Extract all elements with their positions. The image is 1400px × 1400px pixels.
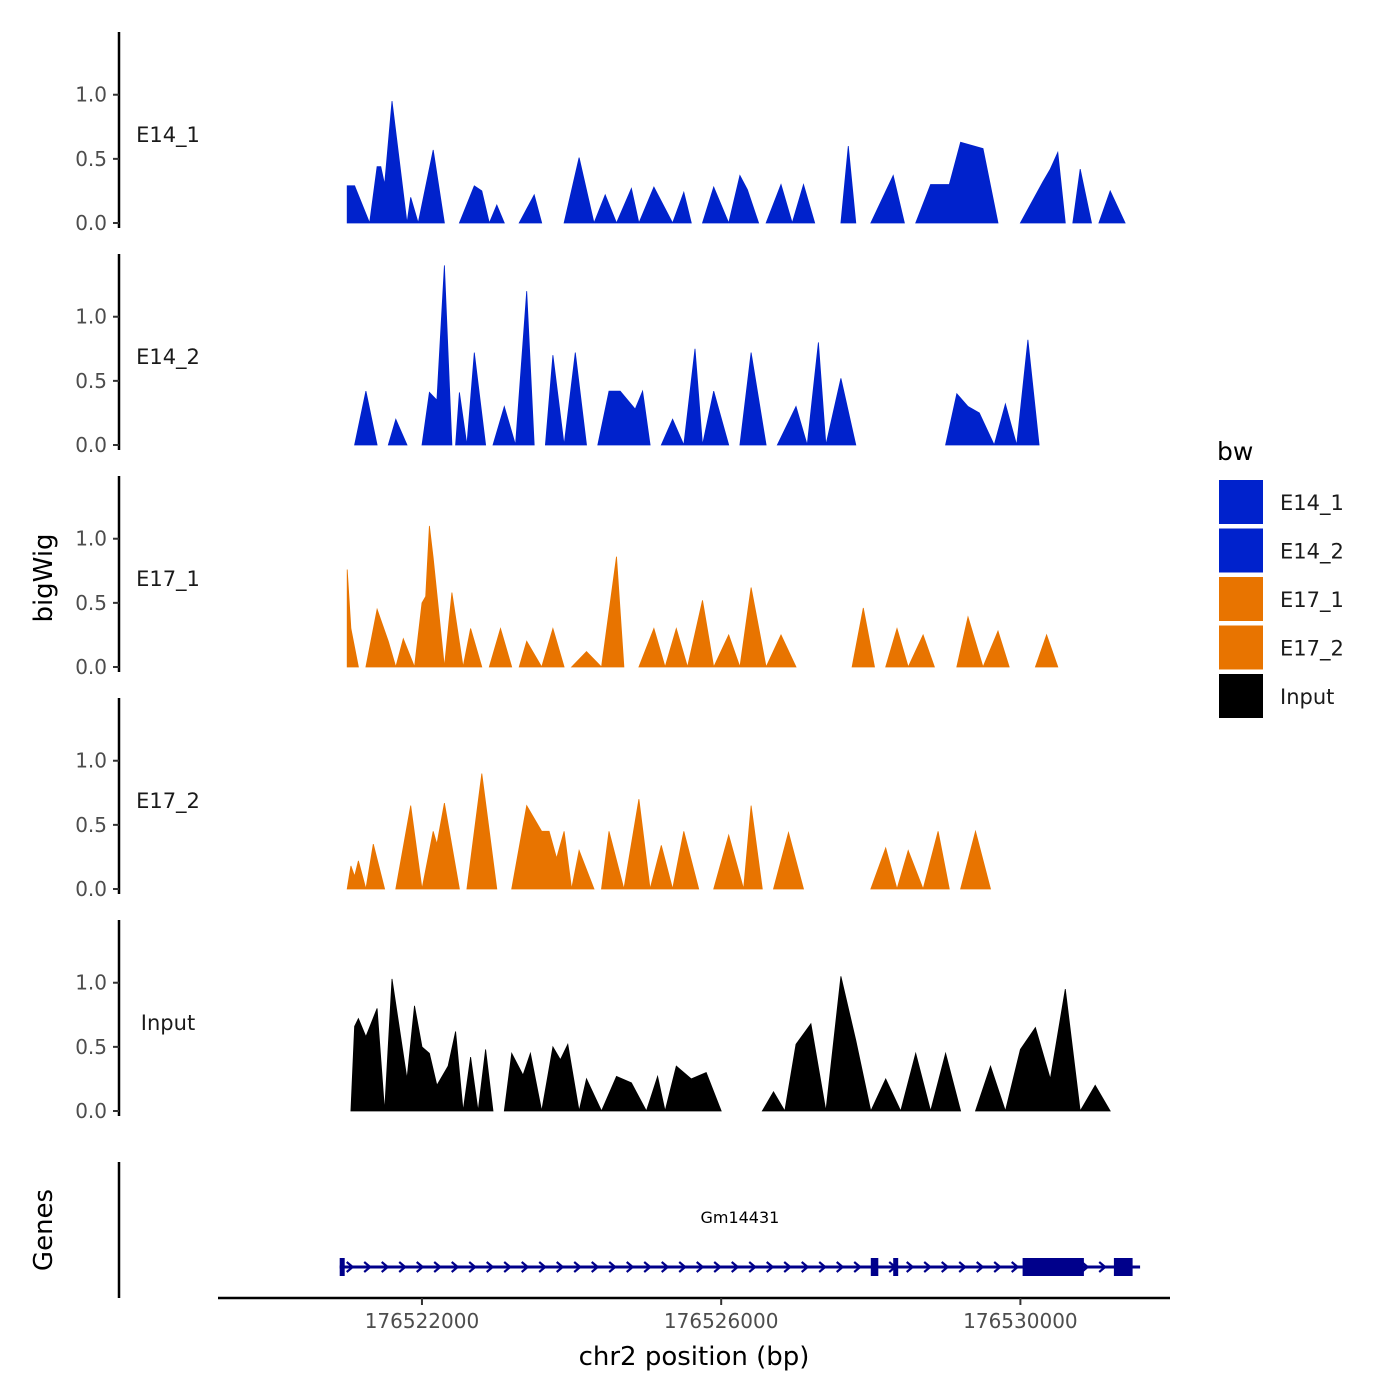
strand-arrow [608,1261,617,1273]
legend-label-E17_2: E17_2 [1280,637,1344,662]
strand-arrow [713,1261,722,1273]
track-label: E17_2 [136,789,200,814]
strand-arrow [520,1261,530,1273]
legend-title: bw [1217,437,1253,466]
x-axis-title: chr2 position (bp) [579,1342,810,1372]
y-tick-label: 0.0 [75,655,107,679]
y-tick-label: 0.0 [75,211,107,235]
legend-label-E14_2: E14_2 [1280,540,1344,565]
y-tick-label: 1.0 [75,83,107,107]
strand-arrow [940,1261,950,1273]
gene-exon [1113,1258,1133,1276]
strand-arrow [538,1261,547,1273]
y-tick-label: 0.5 [75,813,107,837]
y-tick-label: 0.0 [75,1099,107,1123]
strand-arrow [958,1261,967,1273]
signal-area-E17_1 [346,525,1059,668]
y-tick-label: 1.0 [75,527,107,551]
strand-arrow [1098,1261,1107,1273]
legend-swatch-E17_1 [1219,577,1263,621]
strand-arrow [380,1261,390,1273]
signal-area-E14_1 [346,101,1126,224]
gene-track-title: Genes [29,1189,59,1271]
legend-label-E17_1: E17_1 [1280,588,1344,613]
strand-arrow [923,1261,932,1273]
strand-arrow [573,1261,582,1273]
strand-arrow [678,1261,687,1273]
gene-exon [870,1258,879,1276]
y-tick-label: 1.0 [75,305,107,329]
strand-arrow [905,1261,915,1273]
strand-arrow [345,1261,355,1273]
x-tick-label: 176530000 [963,1309,1078,1333]
signal-area-E17_2 [346,773,992,890]
strand-arrow [398,1261,407,1273]
legend-label-E14_1: E14_1 [1280,491,1344,516]
y-tick-label: 0.5 [75,591,107,615]
signal-area-Input [350,976,1111,1112]
legend-swatch-E14_1 [1219,480,1263,524]
track-E17_1: 0.0 0.5 1.0 E17_1 [75,476,1059,679]
track-E17_2: 0.0 0.5 1.0 E17_2 [75,698,992,901]
legend-swatch-Input [1219,674,1263,718]
track-E14_2: 0.0 0.5 1.0 E14_2 [75,254,1040,457]
strand-arrow [1010,1261,1020,1273]
strand-arrow [695,1261,705,1273]
strand-arrow [765,1261,775,1273]
x-tick-label: 176522000 [365,1309,480,1333]
y-tick-label: 1.0 [75,971,107,995]
y-tick-label: 0.5 [75,147,107,171]
y-tick-label: 0.0 [75,433,107,457]
strand-arrow [433,1261,442,1273]
y-tick-label: 0.5 [75,1035,107,1059]
gene-name-label: Gm14431 [700,1208,779,1227]
strand-arrow [625,1261,635,1273]
strand-arrow [800,1261,810,1273]
strand-arrow [555,1261,565,1273]
strand-arrow [993,1261,1002,1273]
strand-arrow [468,1261,477,1273]
strand-arrow [485,1261,495,1273]
gene-exon [893,1258,899,1276]
gene-exon [1022,1258,1084,1276]
track-Input: 0.0 0.5 1.0 Input [75,920,1111,1123]
y-tick-label: 0.0 [75,877,107,901]
track-label: E14_1 [136,123,200,148]
strand-arrow [660,1261,670,1273]
strand-arrow [415,1261,425,1273]
strand-arrow [818,1261,827,1273]
signal-area-E14_2 [354,265,1040,446]
legend-label-Input: Input [1280,685,1334,709]
strand-arrow [975,1261,985,1273]
y-tick-label: 1.0 [75,749,107,773]
strand-arrow [748,1261,757,1273]
strand-arrow [835,1261,845,1273]
x-axis: 176522000 176526000 176530000 [218,1296,1170,1333]
strand-arrow [590,1261,600,1273]
legend-swatch-E17_2 [1219,625,1263,670]
strand-arrow [730,1261,740,1273]
track-E14_1: 0.0 0.5 1.0 E14_1 [75,32,1126,235]
strand-arrow [643,1261,652,1273]
strand-arrow [853,1261,862,1273]
track-label: E17_1 [136,567,200,592]
x-tick-label: 176526000 [664,1309,779,1333]
legend: bw E14_1 E14_2 E17_1 E17_2 Input [1217,437,1344,718]
strand-arrow [503,1261,512,1273]
gene-exon [339,1258,345,1276]
y-tick-label: 0.5 [75,369,107,393]
track-label: E14_2 [136,345,200,370]
strand-arrow [450,1261,460,1273]
bigwig-tracks: 0.0 0.5 1.0 E14_1 0.0 0.5 1.0 E14_2 0.0 0.5 1.0 E17… [75,32,1126,1123]
strand-arrow [783,1261,792,1273]
y-axis-title: bigWig [29,533,59,622]
track-label: Input [141,1011,195,1035]
strand-arrow [363,1261,372,1273]
gene-track: Genes Gm14431 [29,1162,1141,1298]
legend-swatch-E14_2 [1219,528,1263,573]
